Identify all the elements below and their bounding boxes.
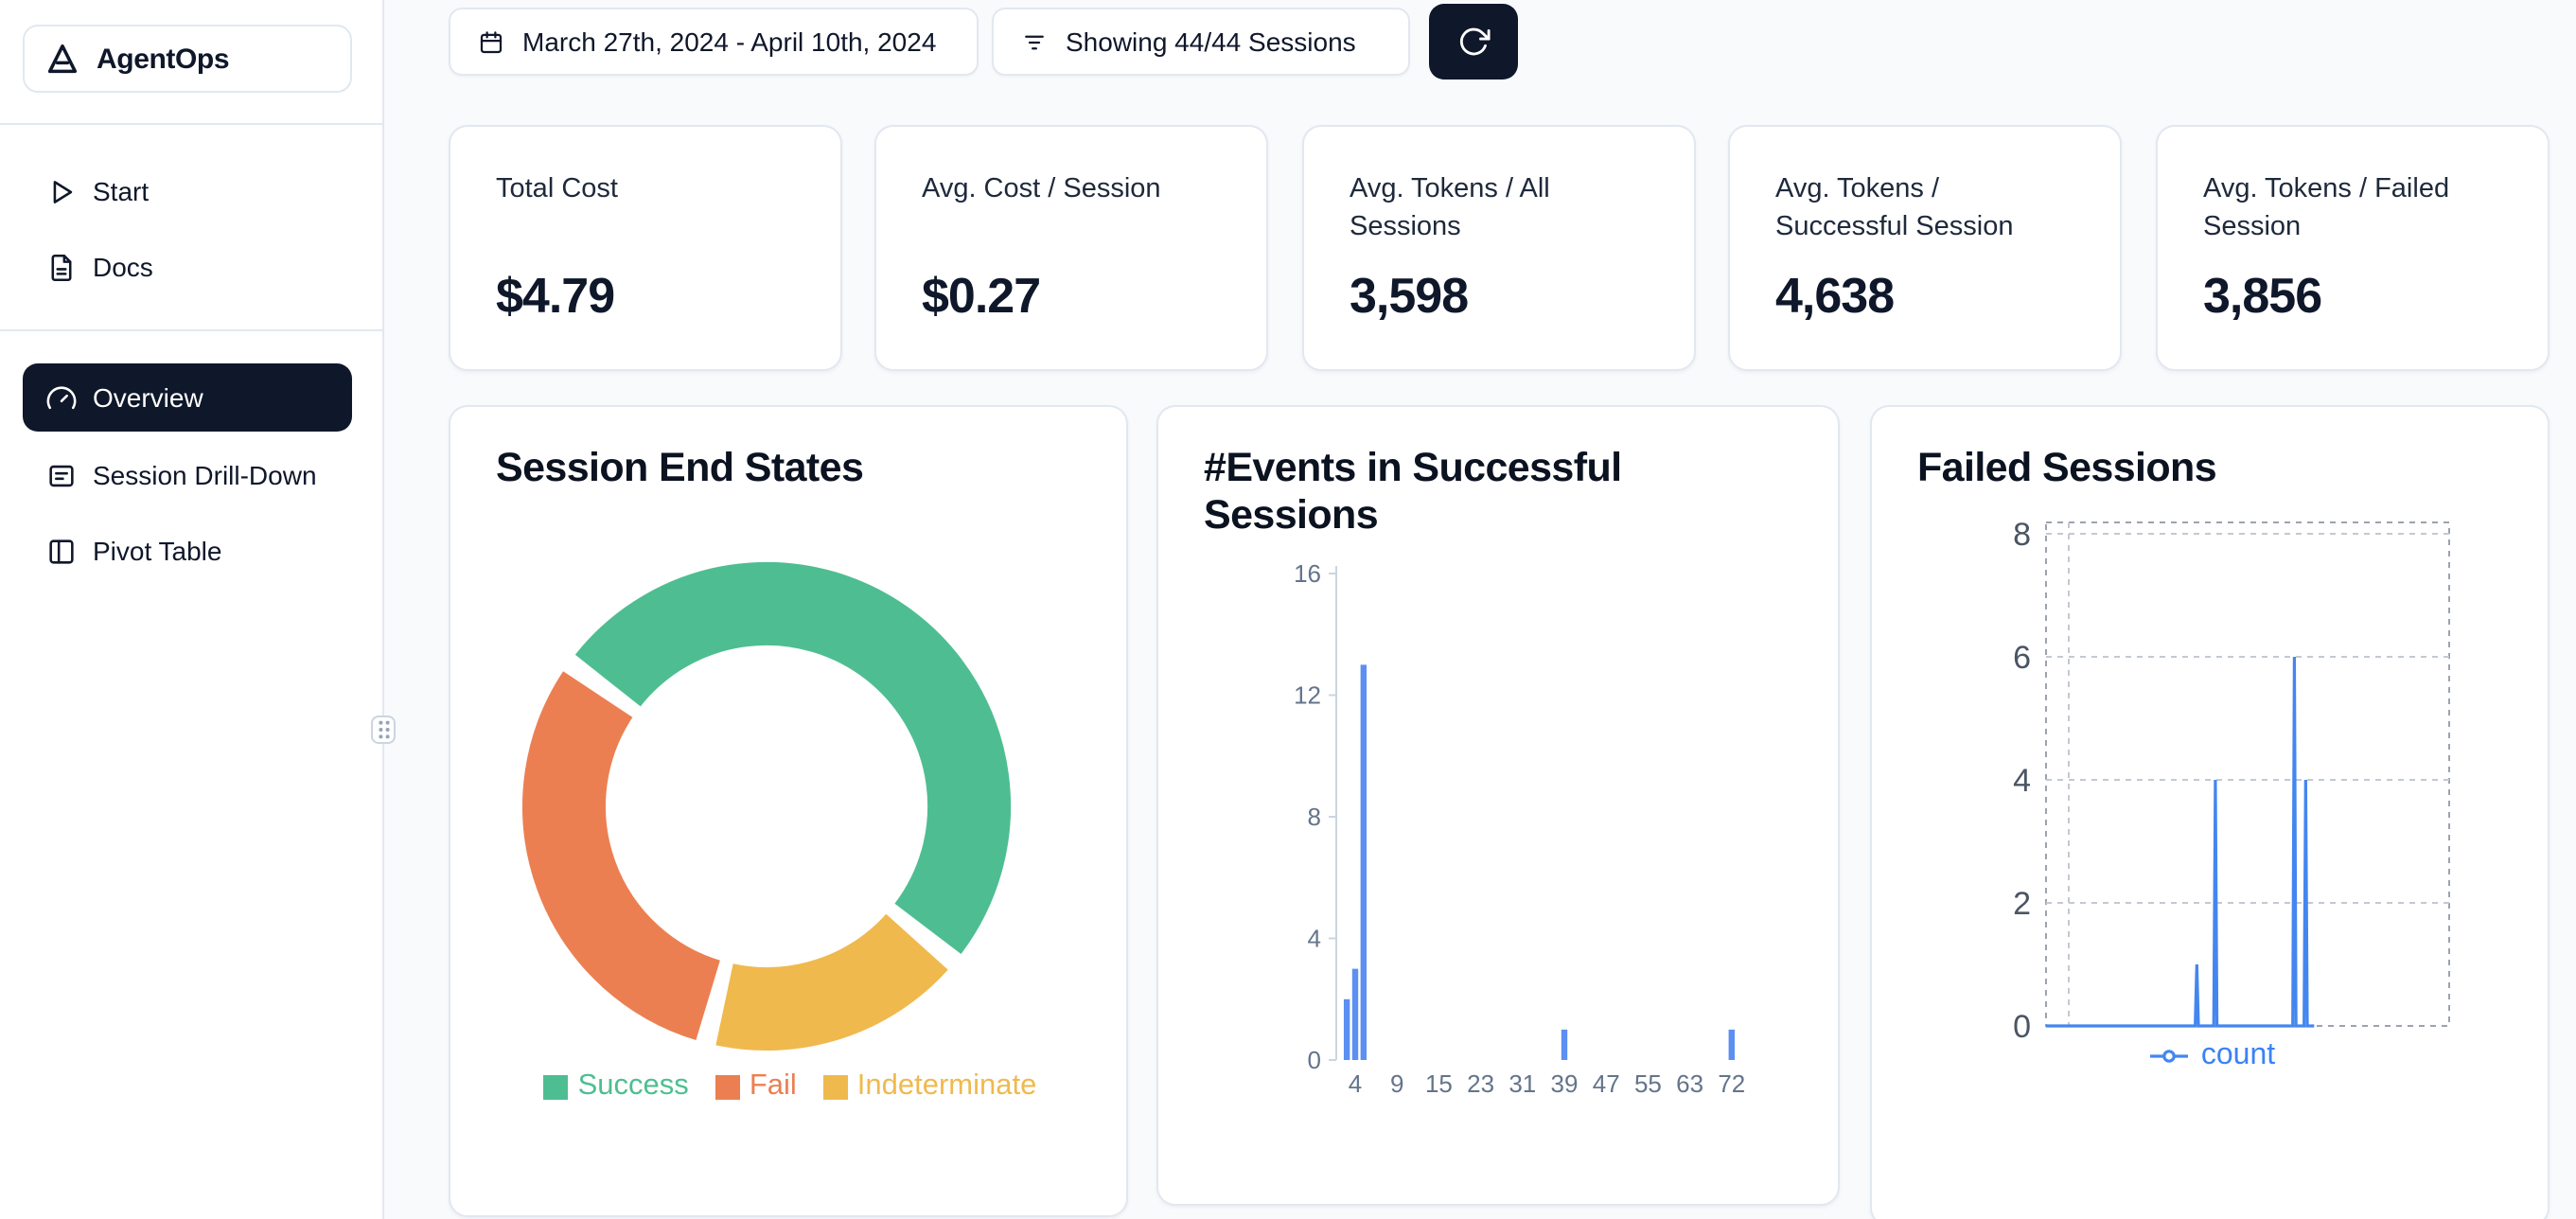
legend-label: Indeterminate xyxy=(856,1069,1037,1102)
logo[interactable]: AgentOps xyxy=(23,25,352,93)
sidebar-item-label: Overview xyxy=(93,382,203,413)
gauge-icon xyxy=(46,385,77,409)
svg-text:0: 0 xyxy=(2013,1009,2031,1041)
sidebar-item-label: Session Drill-Down xyxy=(93,460,317,490)
stat-label: Avg. Cost / Session xyxy=(922,174,1161,204)
svg-text:2: 2 xyxy=(2013,886,2031,922)
stat-value: 3,598 xyxy=(1350,267,1469,324)
svg-text:63: 63 xyxy=(1676,1069,1703,1098)
line-marker-icon xyxy=(2149,1050,2188,1063)
app-name: AgentOps xyxy=(97,43,230,75)
session-end-states-card: Session End States Success Fail Indetermin… xyxy=(449,405,1128,1217)
list-panel-icon xyxy=(49,464,74,486)
sidebar-item-start[interactable]: Start xyxy=(23,159,352,223)
legend-swatch xyxy=(822,1074,848,1099)
stat-card-avg-cost-session: Avg. Cost / Session $0.27 xyxy=(874,125,1268,371)
stat-label: Total Cost xyxy=(496,174,618,204)
grip-dots-icon xyxy=(378,720,389,739)
stat-label: Avg. Tokens / All Sessions xyxy=(1350,174,1550,242)
svg-text:9: 9 xyxy=(1390,1069,1403,1098)
svg-text:15: 15 xyxy=(1425,1069,1453,1098)
stat-label: Avg. Tokens / Failed Session xyxy=(2203,174,2450,242)
sidebar-item-pivot-table[interactable]: Pivot Table xyxy=(23,519,352,583)
sidebar-divider xyxy=(0,123,384,125)
svg-text:39: 39 xyxy=(1551,1069,1579,1098)
sidebar-item-label: Pivot Table xyxy=(93,536,222,566)
line-legend-count[interactable]: count xyxy=(1872,1039,2551,1073)
sidebar-item-label: Start xyxy=(93,176,150,206)
refresh-button[interactable] xyxy=(1429,4,1518,80)
stat-card-avg-tokens-failed: Avg. Tokens / Failed Session 3,856 xyxy=(2156,125,2550,371)
failed-sessions-card: Failed Sessions 0 2 4 6 8 count xyxy=(1870,405,2550,1219)
legend-item-indeterminate[interactable]: Indeterminate xyxy=(822,1069,1037,1104)
svg-text:4: 4 xyxy=(1349,1069,1362,1098)
svg-text:31: 31 xyxy=(1509,1069,1536,1098)
chart-title: Failed Sessions xyxy=(1917,445,2217,490)
svg-text:8: 8 xyxy=(2013,517,2031,553)
stat-card-total-cost: Total Cost $4.79 xyxy=(449,125,842,371)
legend-swatch xyxy=(715,1074,740,1099)
svg-text:6: 6 xyxy=(2013,640,2031,676)
date-range-label: March 27th, 2024 - April 10th, 2024 xyxy=(522,26,937,57)
svg-text:72: 72 xyxy=(1718,1069,1745,1098)
svg-text:12: 12 xyxy=(1294,681,1321,710)
legend-label: Fail xyxy=(749,1069,797,1102)
docs-icon xyxy=(51,253,72,281)
svg-text:47: 47 xyxy=(1593,1069,1620,1098)
stat-value: 3,856 xyxy=(2203,267,2322,324)
stat-card-avg-tokens-successful: Avg. Tokens / Successful Session 4,638 xyxy=(1728,125,2122,371)
refresh-icon xyxy=(1458,27,1490,56)
chart-title: Session End States xyxy=(496,445,864,490)
legend-item-fail[interactable]: Fail xyxy=(715,1069,797,1104)
svg-text:4: 4 xyxy=(1308,925,1321,953)
sidebar-item-docs[interactable]: Docs xyxy=(23,235,352,299)
chart-title: #Events in Successful Sessions xyxy=(1204,445,1622,538)
filter-icon xyxy=(1025,34,1044,49)
sidebar-resize-handle[interactable] xyxy=(371,716,396,744)
legend-label: count xyxy=(2200,1039,2276,1071)
svg-text:23: 23 xyxy=(1467,1069,1494,1098)
pivot-table-icon xyxy=(49,539,74,563)
sidebar: AgentOps Start Docs Overview Session Dri… xyxy=(0,0,384,1219)
legend-swatch xyxy=(543,1074,569,1099)
sidebar-item-session-drill-down[interactable]: Session Drill-Down xyxy=(23,443,352,507)
sessions-filter-label: Showing 44/44 Sessions xyxy=(1066,26,1356,57)
agentops-logo-icon xyxy=(47,44,78,74)
sessions-filter-button[interactable]: Showing 44/44 Sessions xyxy=(992,8,1410,76)
stat-value: $0.27 xyxy=(922,267,1041,324)
svg-text:0: 0 xyxy=(1308,1046,1321,1074)
svg-text:55: 55 xyxy=(1634,1069,1662,1098)
legend-label: Success xyxy=(577,1069,689,1102)
svg-text:4: 4 xyxy=(2013,763,2031,799)
session-end-states-donut-chart[interactable] xyxy=(450,521,1130,1069)
stat-label: Avg. Tokens / Successful Session xyxy=(1775,174,2014,242)
failed-sessions-line-chart[interactable]: 0 2 4 6 8 xyxy=(1872,502,2551,1041)
svg-text:8: 8 xyxy=(1308,803,1321,831)
sidebar-divider xyxy=(0,329,384,331)
play-icon xyxy=(53,180,73,203)
date-range-button[interactable]: March 27th, 2024 - April 10th, 2024 xyxy=(449,8,979,76)
stat-value: $4.79 xyxy=(496,267,615,324)
legend-item-success[interactable]: Success xyxy=(543,1069,689,1104)
calendar-icon xyxy=(480,30,503,53)
sidebar-item-overview[interactable]: Overview xyxy=(23,363,352,432)
donut-legend: Success Fail Indeterminate xyxy=(450,1069,1130,1104)
stat-card-avg-tokens-all: Avg. Tokens / All Sessions 3,598 xyxy=(1302,125,1696,371)
sidebar-item-label: Docs xyxy=(93,252,153,282)
svg-text:16: 16 xyxy=(1294,559,1321,588)
events-in-successful-sessions-card: #Events in Successful Sessions 0 4 8 12 16 4 9… xyxy=(1156,405,1840,1206)
stat-value: 4,638 xyxy=(1775,267,1895,324)
